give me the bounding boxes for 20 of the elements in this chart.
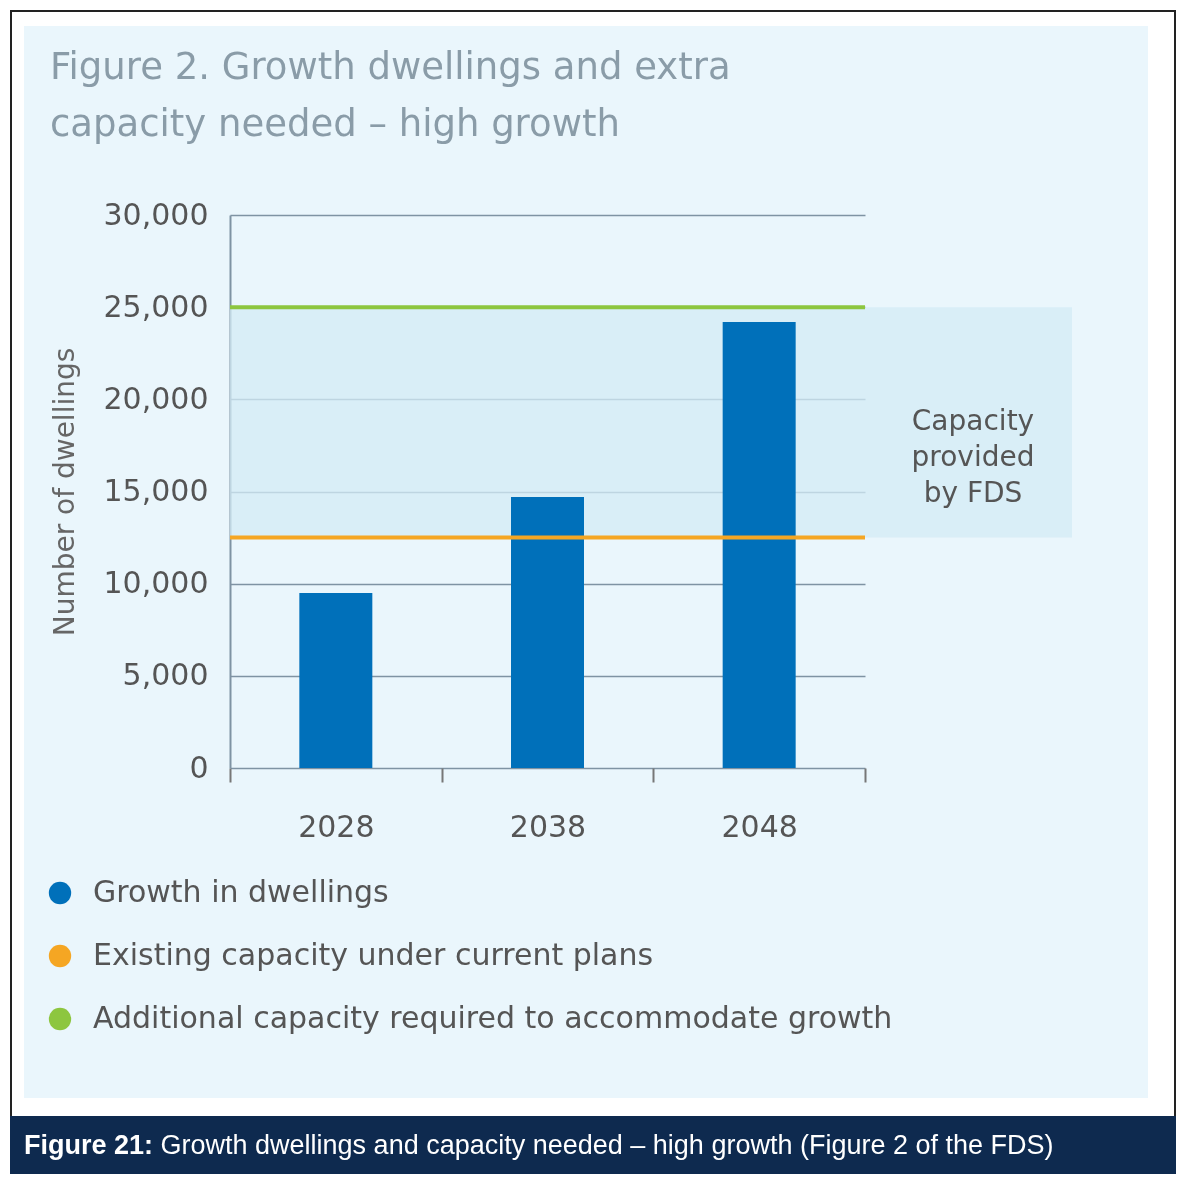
y-tick-label: 0	[189, 749, 209, 785]
bar	[299, 592, 373, 768]
chart-title: Figure 2. Growth dwellings and extra capacity needed – high growth	[50, 44, 732, 147]
legend-label: Existing capacity under current plans	[93, 937, 654, 972]
y-tick-label: 5,000	[122, 657, 209, 693]
y-tick-label: 20,000	[103, 380, 209, 416]
band-label: Capacity provided by FDS	[911, 404, 1035, 510]
caption: Figure 21: Growth dwellings and capacity needed – high growth (Figure 2 of the FDS)	[10, 1116, 1176, 1174]
y-tick-label: 25,000	[103, 288, 209, 324]
legend-label: Growth in dwellings	[93, 874, 389, 909]
y-tick-label: 30,000	[103, 196, 209, 232]
x-tick-label: 2028	[298, 808, 375, 844]
y-tick-label: 10,000	[103, 565, 209, 601]
x-tick-label: 2048	[721, 808, 798, 844]
y-tick-label: 15,000	[103, 473, 209, 508]
x-tick-label: 2038	[509, 808, 587, 844]
legend-label: Additional capacity required to accommodate growth	[93, 1000, 893, 1035]
bar	[722, 321, 796, 768]
bar	[511, 497, 584, 768]
y-axis-title: Number of dwellings	[47, 347, 81, 637]
